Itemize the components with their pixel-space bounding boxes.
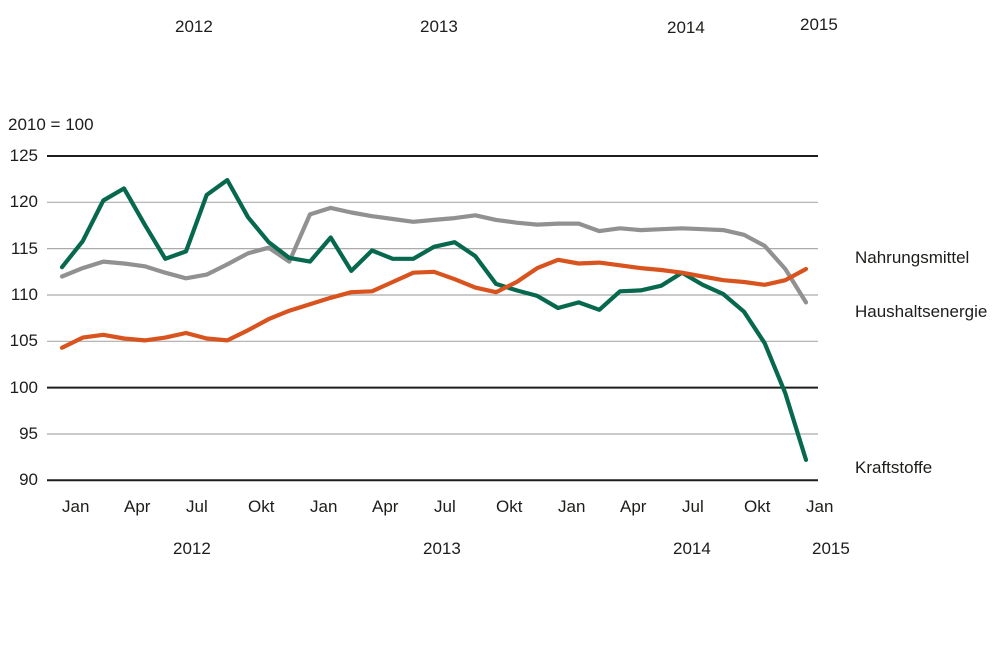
x-axis-tick-label: Jan — [310, 497, 338, 516]
top-year-label: 2015 — [800, 15, 838, 34]
bottom-year-label: 2012 — [173, 539, 211, 558]
top-year-label: 2014 — [667, 18, 705, 37]
bottom-year-label: 2013 — [423, 539, 461, 558]
series-line-haushaltsenergie — [59, 205, 809, 305]
series-label-nahrungsmittel: Nahrungsmittel — [855, 248, 970, 267]
bottom-year-label: 2014 — [673, 539, 711, 558]
x-axis-tick-label: Jan — [62, 497, 90, 516]
y-axis-tick-label: 90 — [19, 470, 38, 490]
x-axis-tick-label: Jan — [806, 497, 834, 516]
y-axis-tick-label: 95 — [19, 423, 38, 443]
y-axis-tick-label: 110 — [10, 284, 38, 304]
x-axis-tick-label: Okt — [248, 497, 275, 516]
y-axis-tick-label: 105 — [9, 331, 38, 351]
x-axis-tick-label: Jul — [434, 497, 456, 516]
y-axis-tick-label: 115 — [10, 238, 38, 258]
series-line-kraftstoffe — [59, 178, 809, 462]
x-axis-tick-label: Apr — [124, 497, 151, 516]
y-axis-tick-label: 125 — [9, 146, 38, 165]
x-axis-tick-label: Okt — [496, 497, 523, 516]
x-axis-tick-label: Jul — [186, 497, 208, 516]
series-label-kraftstoffe: Kraftstoffe — [855, 458, 933, 477]
x-axis-tick-label: Apr — [372, 497, 399, 516]
bottom-year-label: 2015 — [812, 539, 850, 558]
series-line-nahrungsmittel — [59, 257, 809, 350]
x-axis-tick-label: Okt — [744, 497, 771, 516]
y-axis-tick-label: 120 — [9, 192, 38, 212]
top-year-label: 2012 — [175, 17, 213, 36]
top-year-label: 2013 — [420, 17, 458, 36]
x-axis-tick-label: Jan — [558, 497, 586, 516]
x-axis-tick-label: Apr — [620, 497, 647, 516]
axis-unit-note: 2010 = 100 — [8, 115, 94, 134]
y-axis-tick-label: 100 — [9, 377, 38, 397]
series-label-haushaltsenergie: Haushaltsenergie — [855, 302, 988, 321]
x-axis-tick-label: Jul — [682, 497, 704, 516]
